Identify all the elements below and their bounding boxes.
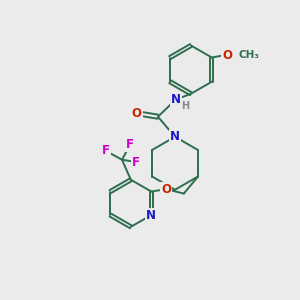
Text: N: N [171, 93, 181, 106]
Text: O: O [222, 49, 232, 62]
Text: N: N [146, 208, 156, 222]
Text: F: F [132, 156, 140, 169]
Text: N: N [170, 130, 180, 143]
Text: CH₃: CH₃ [238, 50, 259, 60]
Text: F: F [126, 138, 134, 151]
Text: O: O [161, 183, 171, 196]
Text: O: O [132, 107, 142, 120]
Text: H: H [181, 101, 189, 111]
Text: F: F [102, 144, 110, 158]
